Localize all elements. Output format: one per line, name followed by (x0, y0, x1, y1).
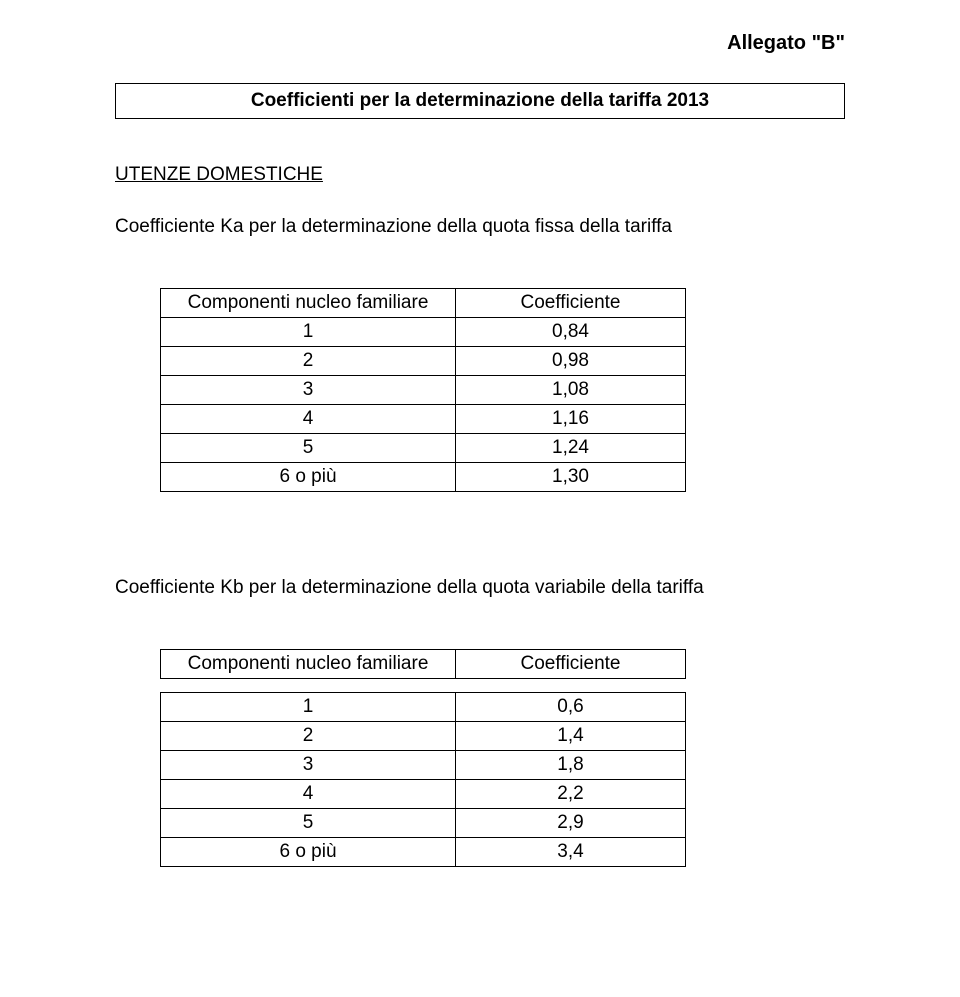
table-ka-header-col2: Coefficiente (456, 289, 686, 318)
table-row: 31,8 (161, 751, 686, 780)
cell-component: 2 (161, 722, 456, 751)
table-row: 51,24 (161, 434, 686, 463)
cell-component: 6 o più (161, 463, 456, 492)
cell-component: 2 (161, 347, 456, 376)
table-row: 41,16 (161, 405, 686, 434)
cell-coeff: 1,8 (456, 751, 686, 780)
cell-coeff: 0,98 (456, 347, 686, 376)
cell-coeff: 1,24 (456, 434, 686, 463)
cell-component: 6 o più (161, 838, 456, 867)
table-kb-header-col2: Coefficiente (456, 650, 686, 679)
cell-component: 4 (161, 405, 456, 434)
page-title: Coefficienti per la determinazione della… (251, 90, 709, 111)
cell-component: 1 (161, 693, 456, 722)
cell-component: 3 (161, 751, 456, 780)
description-kb: Coefficiente Kb per la determinazione de… (115, 577, 845, 599)
section-heading: UTENZE DOMESTICHE (115, 164, 845, 186)
cell-coeff: 2,9 (456, 809, 686, 838)
table-ka-header-col1: Componenti nucleo familiare (161, 289, 456, 318)
table-row: 10,84 (161, 318, 686, 347)
table-row: 20,98 (161, 347, 686, 376)
page-title-box: Coefficienti per la determinazione della… (115, 83, 845, 119)
table-ka: Componenti nucleo familiare Coefficiente… (160, 288, 686, 492)
cell-coeff: 1,4 (456, 722, 686, 751)
cell-component: 5 (161, 809, 456, 838)
table-row: 6 o più3,4 (161, 838, 686, 867)
cell-component: 5 (161, 434, 456, 463)
table-row: 31,08 (161, 376, 686, 405)
table-kb: Componenti nucleo familiare Coefficiente… (160, 649, 686, 867)
cell-component: 4 (161, 780, 456, 809)
table-row: 52,9 (161, 809, 686, 838)
cell-coeff: 0,84 (456, 318, 686, 347)
cell-component: 3 (161, 376, 456, 405)
page-header-allegato: Allegato "B" (115, 32, 845, 55)
cell-coeff: 1,08 (456, 376, 686, 405)
cell-coeff: 0,6 (456, 693, 686, 722)
table-kb-header-col1: Componenti nucleo familiare (161, 650, 456, 679)
table-row: 21,4 (161, 722, 686, 751)
description-ka: Coefficiente Ka per la determinazione de… (115, 216, 845, 238)
table-row: 10,6 (161, 693, 686, 722)
cell-coeff: 3,4 (456, 838, 686, 867)
table-row: 42,2 (161, 780, 686, 809)
cell-coeff: 1,30 (456, 463, 686, 492)
cell-coeff: 2,2 (456, 780, 686, 809)
cell-component: 1 (161, 318, 456, 347)
table-row: 6 o più1,30 (161, 463, 686, 492)
cell-coeff: 1,16 (456, 405, 686, 434)
